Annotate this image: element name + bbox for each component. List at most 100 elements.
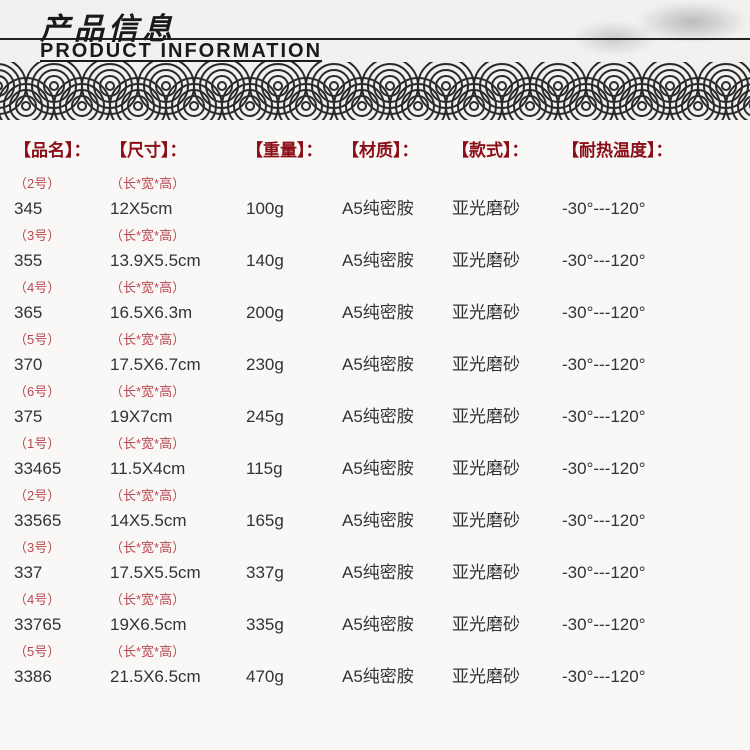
table-sub-row: （6号）（长*宽*高） xyxy=(10,379,740,400)
cell-size: 21.5X6.5cm xyxy=(110,667,246,687)
sub-dim-label: （长*宽*高） xyxy=(110,433,246,452)
sub-dim-label: （长*宽*高） xyxy=(110,537,246,556)
table-sub-row: （4号）（长*宽*高） xyxy=(10,587,740,608)
sub-dim-label: （长*宽*高） xyxy=(110,329,246,348)
cell-weight: 115g xyxy=(246,459,342,479)
table-row: 3376519X6.5cm335gA5纯密胺亚光磨砂-30°---120° xyxy=(10,608,740,639)
table-row: 33717.5X5.5cm337gA5纯密胺亚光磨砂-30°---120° xyxy=(10,556,740,587)
cell-name: 345 xyxy=(10,199,110,219)
product-table: 【品名】： 【尺寸】： 【重量】： 【材质】： 【款式】： 【耐热温度】： （2… xyxy=(0,120,750,691)
cell-temp: -30°---120° xyxy=(562,667,722,687)
table-sub-row: （5号）（长*宽*高） xyxy=(10,327,740,348)
cell-size: 19X7cm xyxy=(110,407,246,427)
col-header-name: 【品名】： xyxy=(10,136,110,161)
cell-weight: 100g xyxy=(246,199,342,219)
sub-num-label: （4号） xyxy=(10,589,110,608)
table-sub-row: （4号）（长*宽*高） xyxy=(10,275,740,296)
table-sub-row: （1号）（长*宽*高） xyxy=(10,431,740,452)
sub-num-label: （2号） xyxy=(10,173,110,192)
header-banner: 产品信息 PRODUCT INFORMATION xyxy=(0,0,750,120)
cell-material: A5纯密胺 xyxy=(342,558,452,583)
sub-dim-label: （长*宽*高） xyxy=(110,173,246,192)
cell-temp: -30°---120° xyxy=(562,407,722,427)
cell-style: 亚光磨砂 xyxy=(452,610,562,635)
col-header-temp: 【耐热温度】： xyxy=(562,136,722,161)
table-row: 37519X7cm245gA5纯密胺亚光磨砂-30°---120° xyxy=(10,400,740,431)
cell-style: 亚光磨砂 xyxy=(452,194,562,219)
cell-material: A5纯密胺 xyxy=(342,246,452,271)
cell-style: 亚光磨砂 xyxy=(452,454,562,479)
cell-name: 370 xyxy=(10,355,110,375)
sub-num-label: （2号） xyxy=(10,485,110,504)
cell-material: A5纯密胺 xyxy=(342,610,452,635)
sub-dim-label: （长*宽*高） xyxy=(110,225,246,244)
cell-temp: -30°---120° xyxy=(562,251,722,271)
cell-material: A5纯密胺 xyxy=(342,194,452,219)
cell-material: A5纯密胺 xyxy=(342,662,452,687)
cell-name: 365 xyxy=(10,303,110,323)
cell-weight: 140g xyxy=(246,251,342,271)
cell-weight: 245g xyxy=(246,407,342,427)
cell-weight: 335g xyxy=(246,615,342,635)
cell-material: A5纯密胺 xyxy=(342,298,452,323)
col-header-size: 【尺寸】： xyxy=(110,136,246,161)
table-sub-row: （5号）（长*宽*高） xyxy=(10,639,740,660)
cell-name: 355 xyxy=(10,251,110,271)
cell-weight: 200g xyxy=(246,303,342,323)
ink-splash-decoration xyxy=(510,0,750,70)
cell-weight: 230g xyxy=(246,355,342,375)
cell-style: 亚光磨砂 xyxy=(452,558,562,583)
cell-style: 亚光磨砂 xyxy=(452,350,562,375)
cell-weight: 470g xyxy=(246,667,342,687)
cell-material: A5纯密胺 xyxy=(342,454,452,479)
cell-name: 3386 xyxy=(10,667,110,687)
cell-material: A5纯密胺 xyxy=(342,506,452,531)
cell-temp: -30°---120° xyxy=(562,563,722,583)
cell-temp: -30°---120° xyxy=(562,355,722,375)
cell-size: 13.9X5.5cm xyxy=(110,251,246,271)
cell-style: 亚光磨砂 xyxy=(452,662,562,687)
table-row: 36516.5X6.3m200gA5纯密胺亚光磨砂-30°---120° xyxy=(10,296,740,327)
cell-size: 14X5.5cm xyxy=(110,511,246,531)
col-header-weight: 【重量】： xyxy=(246,136,342,161)
title-english: PRODUCT INFORMATION xyxy=(40,40,322,63)
table-sub-row: （3号）（长*宽*高） xyxy=(10,223,740,244)
cell-temp: -30°---120° xyxy=(562,511,722,531)
sub-dim-label: （长*宽*高） xyxy=(110,277,246,296)
cell-style: 亚光磨砂 xyxy=(452,246,562,271)
cell-material: A5纯密胺 xyxy=(342,350,452,375)
cell-name: 375 xyxy=(10,407,110,427)
table-row: 3356514X5.5cm165gA5纯密胺亚光磨砂-30°---120° xyxy=(10,504,740,535)
table-row: 338621.5X6.5cm470gA5纯密胺亚光磨砂-30°---120° xyxy=(10,660,740,691)
sub-dim-label: （长*宽*高） xyxy=(110,641,246,660)
sub-num-label: （5号） xyxy=(10,329,110,348)
cell-weight: 165g xyxy=(246,511,342,531)
cell-temp: -30°---120° xyxy=(562,459,722,479)
cell-style: 亚光磨砂 xyxy=(452,402,562,427)
wave-pattern-icon xyxy=(0,62,750,120)
cell-temp: -30°---120° xyxy=(562,199,722,219)
sub-dim-label: （长*宽*高） xyxy=(110,485,246,504)
table-row: 34512X5cm100gA5纯密胺亚光磨砂-30°---120° xyxy=(10,192,740,223)
cell-name: 337 xyxy=(10,563,110,583)
table-sub-row: （3号）（长*宽*高） xyxy=(10,535,740,556)
table-row: 37017.5X6.7cm230gA5纯密胺亚光磨砂-30°---120° xyxy=(10,348,740,379)
cell-size: 19X6.5cm xyxy=(110,615,246,635)
cell-size: 16.5X6.3m xyxy=(110,303,246,323)
sub-num-label: （4号） xyxy=(10,277,110,296)
cell-name: 33565 xyxy=(10,511,110,531)
sub-dim-label: （长*宽*高） xyxy=(110,381,246,400)
cell-name: 33765 xyxy=(10,615,110,635)
cell-material: A5纯密胺 xyxy=(342,402,452,427)
cell-size: 17.5X5.5cm xyxy=(110,563,246,583)
sub-num-label: （3号） xyxy=(10,537,110,556)
sub-num-label: （3号） xyxy=(10,225,110,244)
cell-style: 亚光磨砂 xyxy=(452,298,562,323)
cell-name: 33465 xyxy=(10,459,110,479)
sub-num-label: （6号） xyxy=(10,381,110,400)
cell-weight: 337g xyxy=(246,563,342,583)
cell-size: 12X5cm xyxy=(110,199,246,219)
table-sub-row: （2号）（长*宽*高） xyxy=(10,171,740,192)
cell-size: 11.5X4cm xyxy=(110,459,246,479)
sub-dim-label: （长*宽*高） xyxy=(110,589,246,608)
